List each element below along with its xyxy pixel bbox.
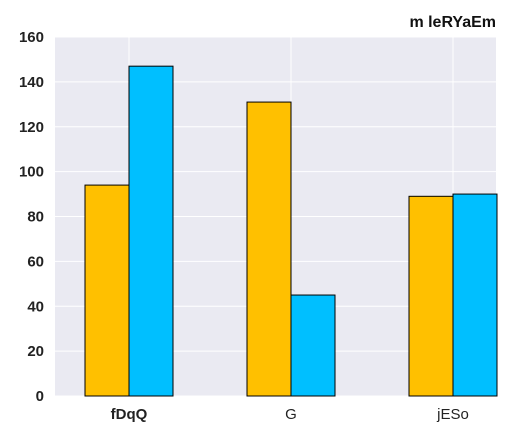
x-tick-label: G (285, 406, 297, 423)
y-axis-ticks: 0 20 40 60 80 100 120 140 160 (19, 29, 44, 405)
x-tick-label: fDqQ (111, 406, 148, 423)
bars (84, 65, 498, 397)
y-tick-label: 80 (27, 209, 44, 226)
bar-jESo-series-2 (452, 193, 498, 397)
y-tick-label: 40 (27, 298, 44, 315)
bar-G-series-2 (290, 294, 336, 397)
y-tick-label: 120 (19, 119, 44, 136)
y-tick-label: 140 (19, 74, 44, 91)
y-tick-label: 0 (36, 388, 44, 405)
bar-jESo-series-1 (408, 195, 454, 397)
y-tick-label: 20 (27, 343, 44, 360)
y-tick-label: 160 (19, 29, 44, 46)
y-tick-label: 100 (19, 164, 44, 181)
bar-fDqQ-series-2 (128, 65, 174, 397)
bar-fDqQ-series-1 (84, 184, 130, 397)
y-tick-label: 60 (27, 253, 44, 270)
x-tick-label: jESo (436, 406, 469, 423)
chart-title: m leRYaEm (409, 14, 496, 31)
bar-G-series-1 (246, 101, 292, 397)
